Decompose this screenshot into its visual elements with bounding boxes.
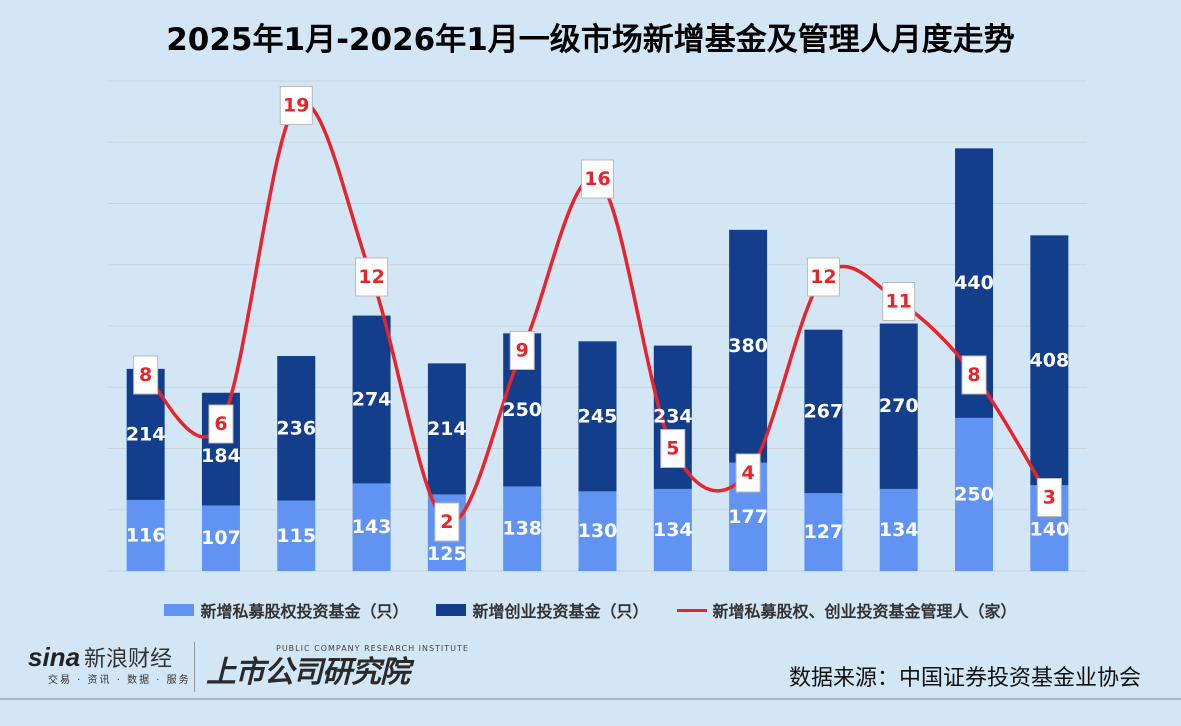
bar-vc: [277, 356, 316, 501]
data-label-box-managers: [279, 86, 313, 125]
sina-finance-logo: sina 新浪财经 交易 · 资讯 · 数据 · 服务: [28, 642, 189, 686]
data-label-pe: 127: [804, 521, 844, 543]
sina-logo-cn: 新浪财经: [84, 647, 173, 672]
data-label-managers: 3: [1043, 487, 1056, 509]
legend-swatch-managers: [676, 608, 707, 612]
data-label-vc: 184: [201, 445, 241, 467]
legend-item-vc: 新增创业投资基金（只）: [436, 598, 649, 622]
bar-vc: [1030, 235, 1069, 486]
data-label-box-managers: [660, 429, 686, 468]
logo-divider: [194, 642, 195, 692]
bar-vc: [427, 363, 466, 495]
data-label-box-managers: [806, 257, 840, 297]
bar-pe: [955, 417, 994, 571]
bar-pe: [503, 486, 542, 571]
data-label-pe: 250: [954, 483, 994, 505]
data-label-managers: 12: [358, 266, 384, 288]
data-label-vc: 214: [427, 418, 467, 440]
bar-vc: [804, 329, 843, 494]
bar-vc: [352, 315, 391, 484]
data-label-box-managers: [208, 404, 234, 444]
data-label-vc: 234: [653, 406, 693, 428]
sina-logo-word: sina: [28, 642, 81, 672]
data-label-box-managers: [581, 159, 614, 199]
data-label-managers: 11: [886, 291, 912, 313]
data-label-box-managers: [434, 502, 460, 542]
data-label-vc: 380: [728, 335, 768, 357]
data-label-box-managers: [355, 257, 389, 297]
data-label-box-managers: [133, 355, 159, 395]
data-label-managers: 16: [584, 168, 610, 190]
data-label-pe: 138: [502, 518, 542, 540]
institute-logo-cn: 上市公司研究院: [206, 655, 410, 690]
bar-pe: [126, 499, 165, 571]
legend-label-managers: 新增私募股权、创业投资基金管理人（家）: [712, 602, 1017, 621]
data-label-pe: 134: [879, 519, 919, 541]
footer-divider: [0, 698, 1181, 700]
data-label-pe: 134: [653, 519, 693, 541]
legend-swatch-vc: [436, 604, 467, 616]
data-label-vc: 214: [126, 423, 166, 445]
data-label-managers: 9: [516, 340, 529, 362]
data-label-pe: 107: [201, 527, 241, 549]
chart-title: 2025年1月-2026年1月一级市场新增基金及管理人月度走势: [166, 22, 1015, 58]
data-label-pe: 116: [126, 524, 166, 546]
data-label-box-managers: [1036, 478, 1062, 517]
bar-pe: [352, 483, 391, 571]
legend-item-managers: 新增私募股权、创业投资基金管理人（家）: [676, 598, 1017, 622]
data-label-managers: 5: [666, 438, 679, 460]
data-label-pe: 115: [276, 525, 316, 547]
data-label-managers: 8: [967, 364, 980, 386]
data-label-managers: 4: [741, 462, 754, 484]
bar-pe: [879, 488, 918, 571]
data-label-vc: 274: [352, 389, 392, 411]
bar-pe: [578, 491, 617, 571]
legend-swatch-pe: [164, 604, 195, 616]
bar-pe: [277, 500, 316, 571]
data-label-box-managers: [882, 282, 916, 321]
bar-vc: [729, 229, 768, 463]
data-label-managers: 6: [214, 413, 227, 435]
data-label-box-managers: [509, 331, 535, 370]
data-label-managers: 19: [283, 95, 309, 117]
legend-label-pe: 新增私募股权投资基金（只）: [200, 602, 409, 621]
data-label-managers: 2: [440, 511, 453, 533]
bar-pe: [653, 488, 692, 571]
data-source: 数据来源：中国证券投资基金业协会: [788, 666, 1141, 691]
data-label-pe: 125: [427, 543, 467, 565]
data-label-pe: 143: [352, 516, 392, 538]
legend-item-pe: 新增私募股权投资基金（只）: [164, 598, 408, 622]
data-label-box-managers: [961, 355, 987, 395]
data-label-vc: 236: [276, 417, 316, 439]
chart-plot: 1162141071841152361432741252141382501302…: [108, 80, 1087, 572]
bar-vc: [578, 341, 617, 492]
data-label-box-managers: [735, 453, 761, 493]
data-label-managers: 8: [139, 364, 152, 386]
data-label-vc: 270: [879, 395, 919, 417]
data-label-pe: 177: [728, 506, 768, 528]
sina-logo-sub: 交易 · 资讯 · 数据 · 服务: [48, 675, 191, 686]
legend-label-vc: 新增创业投资基金（只）: [472, 602, 649, 621]
data-label-managers: 12: [810, 266, 836, 288]
bar-vc: [879, 323, 918, 489]
bar-pe: [804, 493, 843, 571]
bar-pe: [201, 505, 240, 571]
data-label-vc: 245: [578, 405, 618, 427]
institute-logo-en: PUBLIC COMPANY RESEARCH INSTITUTE: [276, 644, 469, 653]
data-label-pe: 140: [1030, 519, 1070, 541]
data-label-vc: 440: [954, 272, 994, 294]
legend: 新增私募股权投资基金（只） 新增创业投资基金（只） 新增私募股权、创业投资基金管…: [0, 598, 1181, 622]
data-label-pe: 130: [578, 520, 618, 542]
data-label-vc: 250: [502, 399, 542, 421]
data-label-vc: 267: [804, 400, 844, 422]
data-label-vc: 408: [1030, 349, 1070, 371]
